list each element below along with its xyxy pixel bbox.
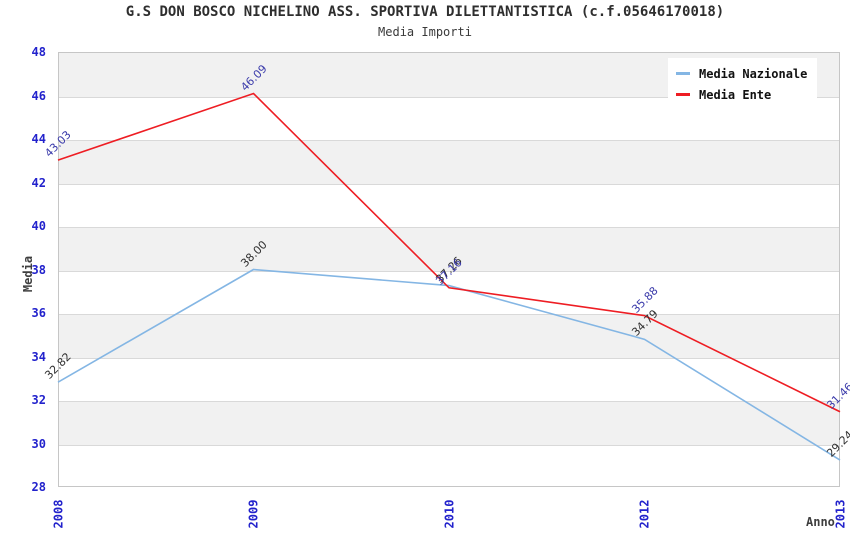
legend-label: Media Nazionale (699, 66, 808, 81)
y-tick-label: 32 (31, 393, 46, 407)
legend-line-swatch-icon (676, 72, 690, 75)
chart-title: G.S DON BOSCO NICHELINO ASS. SPORTIVA DI… (125, 4, 725, 20)
gridline (59, 314, 839, 315)
gridline (59, 183, 839, 185)
legend-item: Media Nazionale (676, 63, 807, 84)
y-tick-label: 44 (31, 132, 46, 146)
legend-line-swatch-icon (676, 93, 690, 96)
legend-label: Media Ente (699, 87, 772, 102)
gridline (59, 357, 839, 359)
background-band (59, 314, 839, 358)
gridline (59, 401, 839, 402)
legend-item: Media Ente (676, 84, 807, 105)
x-tick-label: 2008 (51, 499, 65, 529)
chart-subtitle: Media Importi (378, 25, 472, 39)
x-tick-label: 2009 (246, 499, 261, 529)
x-tick-label: 2013 (833, 499, 847, 529)
y-tick-label: 30 (31, 436, 46, 451)
y-tick-label: 46 (31, 88, 46, 103)
gridline (59, 140, 839, 141)
background-band (59, 401, 839, 445)
y-axis-title-wrap: Media (20, 248, 36, 300)
gridline (59, 227, 839, 228)
y-tick-label: 42 (31, 175, 46, 190)
x-axis-label: Anno (806, 515, 835, 529)
y-tick-label: 38 (31, 262, 46, 277)
gridline (59, 444, 839, 446)
y-tick-label: 40 (31, 219, 46, 233)
background-band (59, 140, 839, 184)
legend: Media Nazionale Media Ente (668, 58, 818, 110)
x-tick-label: 2010 (442, 499, 456, 529)
y-axis-label: Media (21, 255, 35, 293)
y-tick-label: 28 (31, 480, 46, 494)
y-tick-label: 34 (31, 349, 46, 364)
y-tick-label: 36 (31, 306, 46, 320)
y-tick-label: 48 (31, 45, 46, 59)
x-tick-label: 2012 (637, 499, 652, 529)
